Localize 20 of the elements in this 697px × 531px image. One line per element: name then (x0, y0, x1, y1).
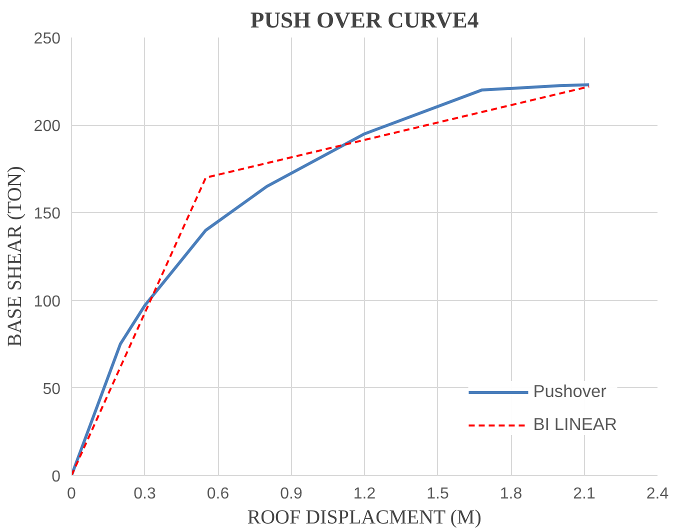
x-axis-title: ROOF DISPLACMENT (M) (247, 506, 482, 528)
x-tick-label: 2.4 (646, 486, 669, 502)
y-tick-label: 200 (34, 118, 61, 136)
x-tick-label: 1.2 (353, 486, 376, 502)
x-tick-label: 0.6 (206, 486, 230, 502)
y-tick-label: 150 (34, 206, 61, 223)
x-tick-label: 2.1 (573, 486, 596, 502)
y-tick-label: 0 (52, 468, 61, 486)
x-tick-label: 1.5 (426, 486, 449, 502)
chart-title: PUSH OVER CURVE4 (250, 8, 479, 32)
x-tick-label: 0.3 (134, 486, 156, 502)
x-tick-label: 1.8 (500, 486, 522, 502)
x-tick-label: 0.9 (280, 486, 302, 502)
y-tick-label: 50 (42, 380, 61, 398)
legend-label: Pushover (533, 381, 606, 402)
y-tick-label: 250 (34, 30, 61, 48)
y-axis-title: BASE SHEAR (TON) (4, 166, 26, 347)
y-tick-label: 100 (34, 293, 61, 310)
x-tick-label: 0 (67, 486, 76, 502)
legend-label: BI LINEAR (533, 414, 617, 435)
